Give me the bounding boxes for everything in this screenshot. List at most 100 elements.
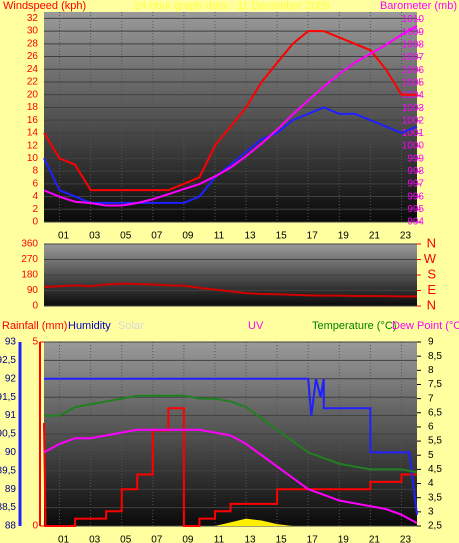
x-tick-label: 09 <box>182 231 194 242</box>
y-tick-label: 88,5 <box>0 502 16 513</box>
y-tick-label: 1000 <box>402 141 425 152</box>
y-tick-label: 4 <box>428 478 434 489</box>
x-tick-label: 03 <box>89 231 101 242</box>
x-tick-label: 01 <box>58 535 70 543</box>
y-tick-label: 5 <box>428 450 434 461</box>
line <box>43 282 417 298</box>
y-tick-label: 1008 <box>402 40 425 51</box>
y-tick-label: 30 <box>27 26 39 37</box>
x-tick-label: 11 <box>214 535 225 543</box>
legend-entry: UV <box>248 320 264 332</box>
y-tick-label: 1002 <box>402 115 425 126</box>
y-tick-label: 12 <box>27 140 39 151</box>
y-tick-label: 14 <box>27 128 39 139</box>
y-tick-label: 999 <box>407 153 424 164</box>
axis-label: Windspeed (kph) <box>3 0 86 12</box>
y-tick-label: 91,5 <box>0 392 16 403</box>
y-tick-label: 270 <box>21 254 38 265</box>
y-tick-label: 22 <box>27 77 39 88</box>
y-tick-label: 90 <box>27 285 39 296</box>
x-tick-label: 19 <box>338 231 350 242</box>
x-tick-label: 23 <box>400 231 412 242</box>
y-tick-label: 8,5 <box>428 351 442 362</box>
legend-entry: Solar <box>118 320 144 332</box>
legend-entry: Dew Point (°C <box>392 320 459 332</box>
y-tick-label: 1006 <box>402 65 425 76</box>
y-tick-label: 20 <box>27 89 39 100</box>
y-tick-label: E <box>427 282 436 297</box>
area <box>214 518 293 526</box>
y-tick-label: 28 <box>27 38 39 49</box>
y-tick-label: 8 <box>428 365 434 376</box>
y-tick-label: 3,5 <box>428 492 442 503</box>
line <box>43 106 418 204</box>
y-tick-label: 90,5 <box>0 429 16 440</box>
x-tick-label: 21 <box>369 231 381 242</box>
x-tick-label: 05 <box>120 231 132 242</box>
y-tick-label: 91 <box>5 410 17 421</box>
y-tick-label: 1009 <box>402 27 425 38</box>
y-tick-label: 997 <box>407 179 424 190</box>
y-tick-label: 1001 <box>402 128 425 139</box>
x-tick-label: 09 <box>182 535 194 543</box>
y-tick-label: S <box>427 266 436 281</box>
x-tick-label: 19 <box>338 535 350 543</box>
y-tick-label: 6 <box>32 178 38 189</box>
y-tick-label: 0 <box>32 301 38 312</box>
y-tick-label: 5 <box>32 337 38 348</box>
y-tick-label: 1003 <box>402 103 425 114</box>
y-tick-label: 8 <box>32 166 38 177</box>
y-tick-label: 88 <box>5 521 17 532</box>
x-tick-label: 01 <box>58 231 70 242</box>
x-tick-label: 17 <box>307 535 319 543</box>
y-tick-label: 90 <box>5 447 17 458</box>
y-tick-label: 89,5 <box>0 465 16 476</box>
y-tick-label: 1007 <box>402 52 425 63</box>
plot-area <box>44 12 417 222</box>
x-tick-label: 21 <box>369 535 381 543</box>
y-tick-label: 24 <box>27 64 39 75</box>
line <box>43 30 417 192</box>
y-tick-label: 7 <box>428 393 434 404</box>
legend-entry: Rainfall (mm) <box>2 320 67 332</box>
y-tick-label: 994 <box>407 217 424 228</box>
y-tick-label: 6 <box>428 422 434 433</box>
y-tick-label: 9 <box>428 337 434 348</box>
y-tick-label: 180 <box>21 270 38 281</box>
y-tick-label: 10 <box>27 153 39 164</box>
y-tick-label: 2,5 <box>428 521 442 532</box>
y-tick-label: 1010 <box>402 14 425 25</box>
axis-label: Barometer (mb) <box>380 0 457 12</box>
y-tick-label: 0 <box>32 521 38 532</box>
y-tick-label: 4 <box>32 191 38 202</box>
y-tick-label: N <box>427 235 436 250</box>
x-tick-label: 07 <box>151 535 163 543</box>
y-tick-label: 93 <box>5 337 17 348</box>
y-tick-label: 92,5 <box>0 355 16 366</box>
line <box>44 394 418 474</box>
y-tick-label: 998 <box>407 166 424 177</box>
x-tick-label: 05 <box>120 535 132 543</box>
x-tick-label: 11 <box>214 231 225 242</box>
x-tick-label: 13 <box>244 535 256 543</box>
y-tick-label: 3 <box>428 506 434 517</box>
legend-entry: Humidity <box>68 320 111 332</box>
y-tick-label: 16 <box>27 115 39 126</box>
x-tick-label: 15 <box>276 535 288 543</box>
legend-entry: Temperature (°C) <box>312 320 396 332</box>
y-tick-label: 0 <box>32 217 38 228</box>
y-tick-label: 7,5 <box>428 379 442 390</box>
y-tick-label: 18 <box>27 102 39 113</box>
line <box>43 428 418 525</box>
line <box>43 25 418 207</box>
y-tick-label: 92 <box>5 373 17 384</box>
y-tick-label: 5,5 <box>428 436 442 447</box>
y-tick-label: 6,5 <box>428 407 442 418</box>
x-tick-label: 13 <box>244 231 256 242</box>
y-tick-label: 89 <box>5 484 17 495</box>
x-tick-label: 23 <box>400 535 412 543</box>
x-tick-label: 07 <box>151 231 163 242</box>
y-tick-label: 996 <box>407 191 424 202</box>
y-tick-label: 2 <box>32 204 38 215</box>
